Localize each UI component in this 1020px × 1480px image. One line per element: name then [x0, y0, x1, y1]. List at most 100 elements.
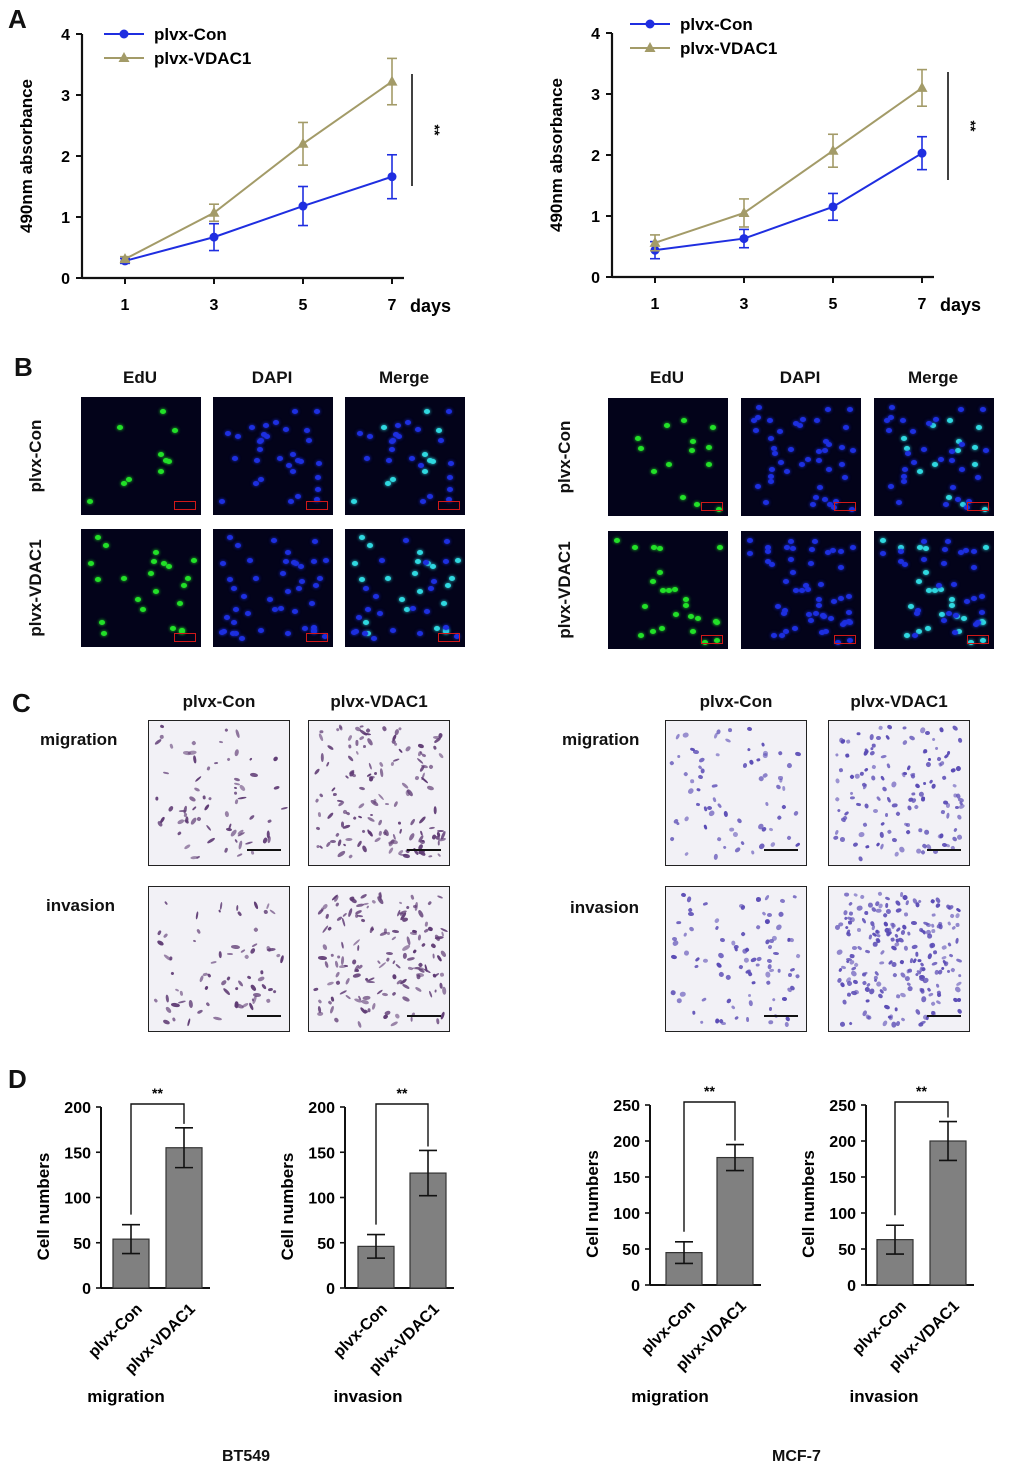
nucleus — [945, 538, 952, 544]
nucleus — [764, 545, 771, 551]
nucleus — [830, 547, 837, 553]
stained-cell — [336, 839, 342, 847]
stained-cell — [269, 908, 277, 915]
stained-cell — [409, 818, 417, 827]
nucleus — [964, 598, 971, 604]
stained-cell — [413, 905, 417, 909]
scale-bar — [438, 501, 460, 510]
stained-cell — [851, 946, 858, 951]
stained-cell — [760, 742, 766, 748]
stained-cell — [183, 842, 191, 850]
nucleus — [689, 628, 696, 634]
stained-cell — [219, 950, 223, 958]
nucleus — [895, 500, 902, 506]
nucleus — [363, 456, 370, 462]
stained-cell — [880, 775, 886, 782]
stained-cell — [233, 777, 241, 782]
stained-cell — [697, 774, 704, 780]
nucleus — [291, 609, 298, 615]
stained-cell — [381, 993, 389, 997]
y-tick-label: 4 — [591, 26, 600, 43]
stained-cell — [325, 811, 334, 820]
nucleus — [979, 406, 986, 412]
significance-bracket — [894, 1101, 949, 1216]
stained-cell — [399, 901, 403, 905]
stained-cell — [252, 942, 258, 948]
nucleus — [364, 606, 371, 612]
stained-cell — [921, 995, 927, 1002]
stained-cell — [795, 953, 801, 960]
nucleus — [169, 626, 176, 632]
bar-vdac1 — [929, 1140, 967, 1286]
nucleus — [805, 456, 812, 462]
nucleus — [631, 545, 638, 551]
stained-cell — [225, 827, 232, 832]
nucleus — [352, 560, 359, 566]
nucleus — [290, 469, 297, 475]
stained-cell — [312, 987, 319, 992]
nucleus — [960, 616, 967, 622]
stained-cell — [767, 912, 773, 917]
transwell-image-invasion — [665, 886, 807, 1032]
cell-line-mcf7: MCF-7 — [772, 1448, 821, 1465]
stained-cell — [406, 955, 415, 962]
nucleus — [945, 494, 952, 500]
stained-cell — [669, 760, 675, 766]
stained-cell — [439, 972, 445, 978]
stained-cell — [955, 937, 960, 944]
x-tick-label: 7 — [388, 297, 397, 314]
stained-cell — [924, 760, 932, 768]
stained-cell — [193, 755, 198, 764]
stained-cell — [781, 996, 788, 1001]
nucleus — [792, 587, 799, 593]
stained-cell — [881, 786, 889, 793]
stained-cell — [742, 762, 748, 769]
nucleus — [389, 438, 395, 444]
micrograph-dapi — [213, 529, 333, 647]
y-tick-label: 0 — [82, 1281, 91, 1298]
nucleus — [181, 582, 188, 588]
nucleus — [793, 421, 800, 427]
stained-cell — [703, 824, 708, 830]
stained-cell — [845, 739, 851, 745]
y-tick-label: 0 — [326, 1281, 335, 1298]
nucleus — [921, 447, 928, 453]
nucleus — [975, 424, 982, 430]
stained-cell — [426, 784, 434, 791]
stained-cell — [341, 917, 346, 927]
stained-cell — [348, 743, 352, 749]
stained-cell — [717, 970, 725, 978]
panel-letter-d: D — [8, 1064, 27, 1094]
stained-cell — [776, 814, 783, 821]
stained-cell — [352, 972, 361, 978]
nucleus — [816, 602, 823, 608]
stained-cell — [917, 828, 923, 833]
stained-cell — [387, 846, 395, 855]
nucleus — [979, 618, 986, 624]
stained-cell — [253, 926, 259, 933]
nucleus — [888, 404, 895, 410]
nucleus — [974, 474, 981, 480]
stained-cell — [698, 757, 706, 764]
stained-cell — [775, 783, 782, 790]
nucleus — [417, 630, 424, 636]
nucleus — [102, 543, 109, 549]
nucleus — [296, 585, 303, 591]
nucleus — [372, 593, 379, 599]
nucleus — [98, 620, 105, 626]
nucleus — [949, 602, 956, 608]
stained-cell — [955, 922, 960, 927]
stained-cell — [424, 921, 428, 928]
data-point — [827, 144, 839, 155]
stained-cell — [322, 943, 329, 951]
stained-cell — [844, 753, 851, 759]
nucleus — [101, 630, 108, 636]
stained-cell — [176, 831, 182, 837]
nucleus — [158, 469, 165, 475]
y-tick-label: 4 — [61, 27, 70, 44]
stained-cell — [879, 960, 885, 965]
stained-cell — [932, 949, 937, 955]
stained-cell — [370, 798, 380, 808]
stained-cell — [404, 745, 412, 753]
nucleus — [908, 604, 915, 610]
